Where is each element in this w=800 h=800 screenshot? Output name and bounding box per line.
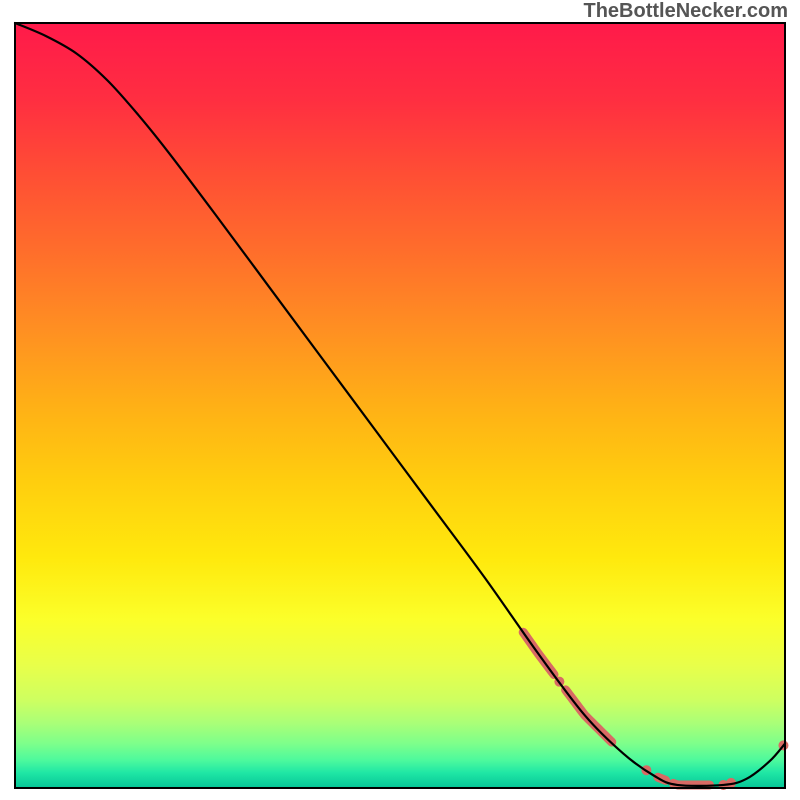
bottleneck-curve-chart: TheBottleNecker.com xyxy=(0,0,800,800)
watermark-text: TheBottleNecker.com xyxy=(583,0,788,22)
chart-container: TheBottleNecker.com xyxy=(0,0,800,800)
gradient-background xyxy=(15,23,785,788)
